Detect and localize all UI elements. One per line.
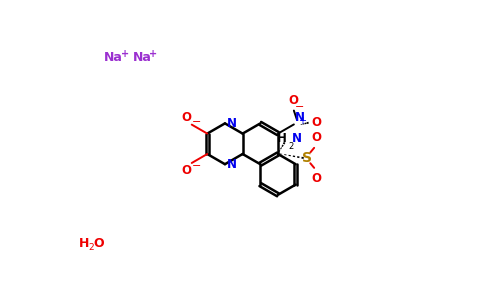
Text: H: H: [78, 237, 89, 250]
Text: N: N: [295, 111, 304, 124]
Text: S: S: [302, 151, 312, 165]
Text: −: −: [192, 161, 201, 171]
Text: O: O: [312, 172, 321, 185]
Text: −: −: [295, 102, 305, 112]
Text: 2: 2: [88, 243, 93, 252]
Text: N: N: [227, 158, 237, 171]
Text: +: +: [121, 49, 129, 59]
Text: O: O: [312, 116, 321, 129]
Text: Na: Na: [104, 51, 123, 64]
Text: O: O: [312, 131, 321, 144]
Text: Na: Na: [133, 51, 151, 64]
Text: O: O: [181, 164, 191, 177]
Text: O: O: [181, 111, 191, 124]
Text: N: N: [227, 117, 237, 130]
Text: +: +: [150, 49, 158, 59]
Text: O: O: [288, 94, 298, 107]
Text: +: +: [298, 116, 305, 126]
Text: H: H: [277, 132, 287, 145]
Text: −: −: [192, 116, 201, 127]
Text: N: N: [292, 132, 302, 145]
Text: O: O: [93, 237, 104, 250]
Text: 2: 2: [288, 142, 293, 151]
